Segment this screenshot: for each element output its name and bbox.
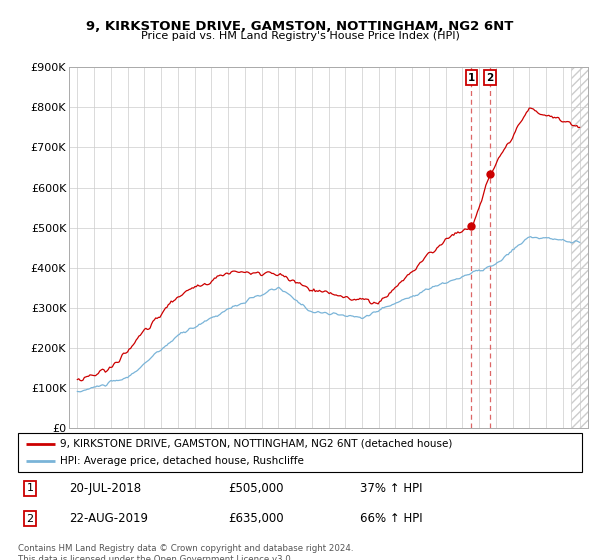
Text: 1: 1 (26, 483, 34, 493)
Text: £505,000: £505,000 (228, 482, 284, 495)
Text: HPI: Average price, detached house, Rushcliffe: HPI: Average price, detached house, Rush… (60, 456, 304, 466)
Text: 1: 1 (468, 73, 475, 83)
Text: 9, KIRKSTONE DRIVE, GAMSTON, NOTTINGHAM, NG2 6NT: 9, KIRKSTONE DRIVE, GAMSTON, NOTTINGHAM,… (86, 20, 514, 32)
Text: 20-JUL-2018: 20-JUL-2018 (69, 482, 141, 495)
Text: Price paid vs. HM Land Registry's House Price Index (HPI): Price paid vs. HM Land Registry's House … (140, 31, 460, 41)
Text: 66% ↑ HPI: 66% ↑ HPI (360, 512, 422, 525)
Text: 2: 2 (486, 73, 494, 83)
Text: 2: 2 (26, 514, 34, 524)
Text: 22-AUG-2019: 22-AUG-2019 (69, 512, 148, 525)
Text: £635,000: £635,000 (228, 512, 284, 525)
Text: 37% ↑ HPI: 37% ↑ HPI (360, 482, 422, 495)
Text: Contains HM Land Registry data © Crown copyright and database right 2024.
This d: Contains HM Land Registry data © Crown c… (18, 544, 353, 560)
Text: 9, KIRKSTONE DRIVE, GAMSTON, NOTTINGHAM, NG2 6NT (detached house): 9, KIRKSTONE DRIVE, GAMSTON, NOTTINGHAM,… (60, 438, 452, 449)
